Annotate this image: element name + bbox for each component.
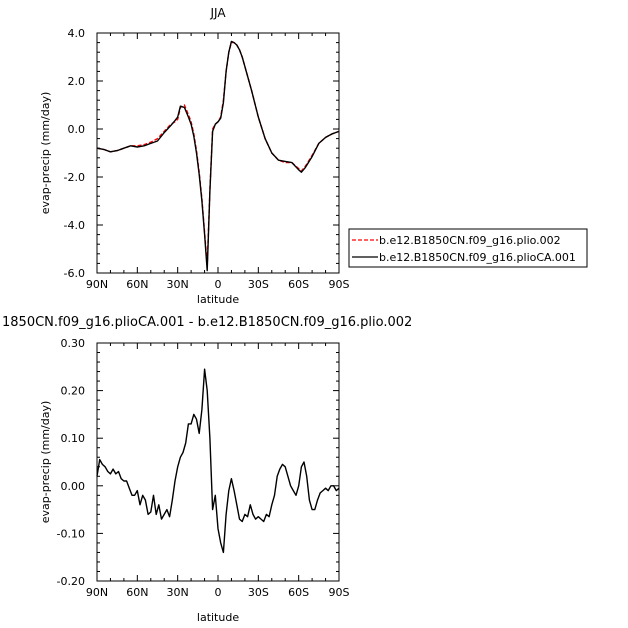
legend: b.e12.B1850CN.f09_g16.plio.002 b.e12.B18… [348, 228, 588, 268]
x-tick-label: 60S [288, 586, 309, 599]
top-chart-title: JJA [209, 6, 226, 20]
y-tick-label: -0.10 [57, 527, 85, 540]
top-panel: JJA 90N 60N 30N 0 30S 60S 90S -6.0 -4.0 -2.0 0.0 2.… [39, 6, 588, 306]
x-tick-label: 60N [126, 586, 148, 599]
x-tick-label: 0 [215, 278, 222, 291]
bottom-axis-ticks: 90N 60N 30N 0 30S 60S 90S -0.20 -0.10 0.00 0.10 0.2… [57, 337, 350, 599]
bottom-plot-frame [96, 342, 340, 582]
x-tick-label: 0 [215, 586, 222, 599]
legend-label-plioca: b.e12.B1850CN.f09_g16.plioCA.001 [379, 251, 576, 264]
x-tick-label: 30S [248, 278, 269, 291]
x-tick-label: 90S [329, 278, 350, 291]
x-tick-label: 60S [288, 278, 309, 291]
bottom-x-axis-label: latitude [197, 611, 239, 624]
y-tick-label: 2.0 [68, 75, 86, 88]
x-tick-label: 60N [126, 278, 148, 291]
y-tick-label: -6.0 [64, 267, 85, 280]
y-tick-label: 0.10 [61, 432, 86, 445]
legend-label-plio: b.e12.B1850CN.f09_g16.plio.002 [379, 234, 561, 247]
y-tick-label: 0.30 [61, 337, 86, 350]
y-tick-label: 0.0 [68, 123, 86, 136]
series-line-0-0 [96, 41, 340, 267]
top-x-axis-label: latitude [197, 293, 239, 306]
y-tick-label: 0.00 [61, 480, 86, 493]
bottom-y-axis-label: evap-precip (mm/day) [39, 401, 52, 524]
series-line-0-1 [96, 40, 340, 272]
x-tick-label: 30N [167, 586, 189, 599]
top-series-lines [96, 40, 340, 272]
y-tick-label: 4.0 [68, 27, 86, 40]
y-tick-label: 0.20 [61, 385, 86, 398]
bottom-chart-title: 1850CN.f09_g16.plioCA.001 - b.e12.B1850C… [2, 315, 412, 330]
x-tick-label: 90S [329, 586, 350, 599]
y-tick-label: -0.20 [57, 575, 85, 588]
x-tick-label: 90N [86, 278, 108, 291]
top-plot-frame [96, 32, 340, 274]
bottom-panel: 1850CN.f09_g16.plioCA.001 - b.e12.B1850C… [2, 315, 412, 624]
top-y-axis-label: evap-precip (mm/day) [39, 92, 52, 215]
x-tick-label: 90N [86, 586, 108, 599]
x-tick-label: 30S [248, 586, 269, 599]
y-tick-label: -4.0 [64, 219, 85, 232]
bottom-series-lines [96, 368, 340, 554]
legend-box [348, 228, 588, 268]
top-axis-ticks: 90N 60N 30N 0 30S 60S 90S -6.0 -4.0 -2.0 0.0 2.0 4.0 [64, 27, 350, 291]
y-tick-label: -2.0 [64, 171, 85, 184]
series-line-1-0 [96, 368, 340, 554]
x-tick-label: 30N [167, 278, 189, 291]
